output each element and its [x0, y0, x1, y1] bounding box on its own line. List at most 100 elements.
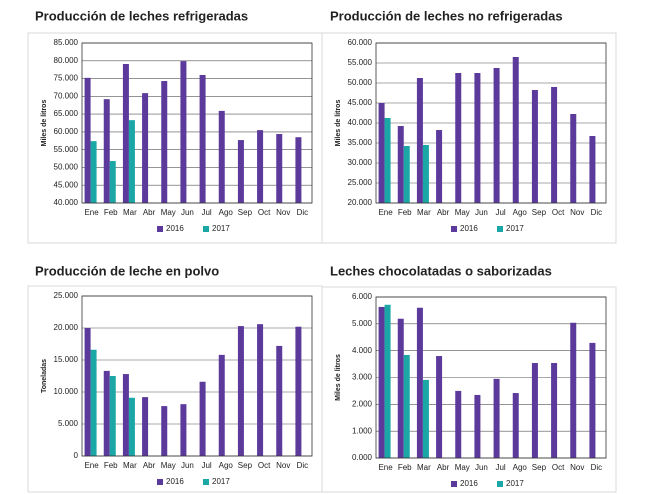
x-tick-label: Abr [437, 208, 450, 217]
x-tick-label: Ene [84, 208, 99, 217]
y-tick-label: 55.000 [348, 58, 373, 67]
x-tick-label: May [455, 463, 470, 472]
y-tick-label: 1.000 [352, 426, 373, 435]
bar [103, 99, 110, 203]
bar [237, 140, 244, 203]
panel-frame [321, 286, 617, 493]
x-tick-label: May [455, 208, 470, 217]
legend-swatch [203, 479, 209, 485]
legend-label: 2017 [506, 224, 524, 233]
y-tick-label: 70.000 [54, 91, 79, 100]
x-tick-label: Jun [181, 208, 194, 217]
bar [218, 354, 225, 456]
y-tick-label: 5.000 [352, 319, 373, 328]
x-tick-label: Ene [378, 208, 393, 217]
bar [180, 404, 187, 456]
bar [122, 63, 129, 203]
x-tick-label: Feb [104, 208, 118, 217]
bar [128, 397, 135, 456]
y-tick-label: 85.000 [54, 38, 79, 47]
bar [161, 81, 168, 203]
legend-swatch [497, 481, 503, 487]
x-tick-label: May [161, 461, 176, 470]
x-tick-label: Nov [570, 463, 584, 472]
legend-label: 2016 [166, 477, 184, 486]
bar [570, 114, 577, 203]
x-tick-label: Nov [570, 208, 584, 217]
x-tick-label: Feb [398, 463, 412, 472]
plot-frame [81, 295, 313, 457]
legend-label: 2016 [460, 224, 478, 233]
bar [436, 356, 443, 458]
x-tick-label: Ene [378, 463, 393, 472]
bar [218, 110, 225, 203]
x-tick-label: Jul [495, 463, 505, 472]
bar [474, 73, 481, 203]
bar [551, 87, 558, 203]
x-tick-label: Sep [238, 208, 253, 217]
bar [180, 61, 187, 204]
y-axis-label: Miles de litros [335, 100, 342, 147]
y-tick-label: 0.000 [352, 453, 373, 462]
plot-frame [375, 296, 607, 459]
plot-frame [375, 42, 607, 204]
bar [512, 393, 519, 458]
y-tick-label: 50.000 [54, 163, 79, 172]
y-tick-label: 60.000 [348, 38, 373, 47]
bar [295, 137, 302, 203]
bar [589, 342, 596, 458]
x-tick-label: Sep [532, 463, 547, 472]
y-tick-label: 65.000 [54, 109, 79, 118]
y-tick-label: 2.000 [352, 399, 373, 408]
y-tick-label: 40.000 [54, 198, 79, 207]
legend-swatch [451, 226, 457, 232]
x-tick-label: Jul [201, 208, 211, 217]
legend-label: 2016 [460, 479, 478, 488]
legend-label: 2017 [212, 224, 230, 233]
plot-frame [81, 42, 313, 204]
bar [257, 130, 264, 203]
x-tick-label: Mar [123, 461, 137, 470]
bar [416, 78, 423, 203]
bar [142, 93, 149, 203]
y-tick-label: 50.000 [348, 78, 373, 87]
x-tick-label: Ago [513, 463, 528, 472]
bar [384, 118, 391, 203]
y-tick-label: 15.000 [54, 355, 79, 364]
y-tick-label: 60.000 [54, 127, 79, 136]
bar [531, 90, 538, 203]
x-tick-label: Dic [297, 461, 309, 470]
y-tick-label: 30.000 [348, 158, 373, 167]
x-tick-label: Oct [552, 208, 565, 217]
x-tick-label: Ago [513, 208, 528, 217]
x-tick-label: Sep [238, 461, 253, 470]
y-tick-label: 20.000 [54, 323, 79, 332]
x-tick-label: Sep [532, 208, 547, 217]
bar [422, 145, 429, 203]
x-tick-label: Oct [258, 208, 271, 217]
x-tick-label: Dic [297, 208, 309, 217]
x-tick-label: Dic [591, 208, 603, 217]
x-tick-label: Jun [475, 463, 488, 472]
bar [90, 141, 97, 203]
x-tick-label: Mar [123, 208, 137, 217]
panel-frame [321, 32, 617, 244]
bar [122, 374, 129, 456]
x-tick-label: Jun [475, 208, 488, 217]
bar [142, 397, 149, 456]
bar [378, 103, 385, 203]
x-tick-label: Oct [552, 463, 565, 472]
bar [455, 73, 462, 203]
chart-title: Producción de leches refrigeradas [35, 8, 248, 23]
bar [397, 126, 404, 203]
x-tick-label: Jul [201, 461, 211, 470]
bar [403, 354, 410, 458]
y-axis-label: Miles de litros [335, 354, 342, 401]
x-tick-label: Abr [143, 208, 156, 217]
bar [276, 345, 283, 456]
bar [403, 146, 410, 203]
legend-swatch [497, 226, 503, 232]
x-tick-label: Feb [104, 461, 118, 470]
y-tick-label: 75.000 [54, 74, 79, 83]
